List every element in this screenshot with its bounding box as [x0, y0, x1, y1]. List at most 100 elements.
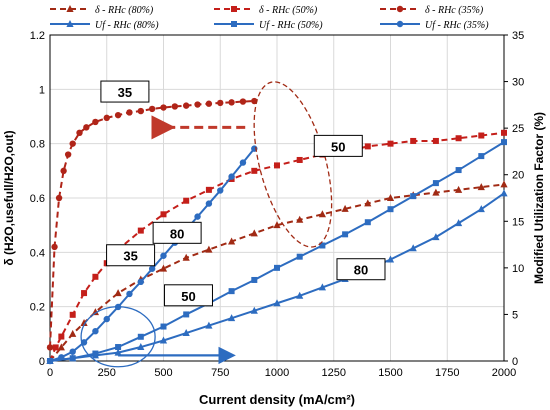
plot-frame [49, 34, 505, 362]
data-point [205, 186, 212, 193]
data-point [228, 99, 235, 106]
data-point [76, 129, 83, 136]
data-point [137, 107, 144, 115]
annotation-box-3: 35 [106, 244, 156, 267]
data-point [126, 290, 133, 298]
data-point [500, 180, 508, 188]
annotation-box-frame [163, 284, 213, 307]
legend-swatch-marker [66, 5, 74, 12]
y-left-tick-label: 0.4 [30, 247, 45, 259]
data-point [251, 167, 258, 174]
data-point [319, 242, 326, 249]
y-right-tick-label: 30 [512, 77, 524, 89]
data-point [455, 219, 463, 227]
data-point [432, 137, 439, 144]
x-axis-title: Current density (mA/cm²) [199, 392, 355, 407]
y-left-tick-label: 0.2 [30, 302, 45, 314]
data-point [386, 194, 395, 201]
data-point [92, 273, 99, 280]
annotation-box-1: 50 [313, 134, 363, 157]
legend-swatch-marker [396, 5, 404, 13]
data-point [148, 105, 156, 113]
annotation-label: 35 [123, 249, 137, 264]
axes: 00.20.40.60.811.20 250 500 750 1000 1250 1500 1… [30, 30, 525, 379]
data-point [501, 139, 507, 146]
y-axis-left-title: δ (H2O,usefull/H2O,out) [2, 130, 16, 265]
data-point [58, 354, 65, 361]
data-point [296, 291, 304, 299]
data-point [160, 104, 167, 111]
y-left-tick-label: 1 [39, 84, 45, 96]
data-point [114, 289, 122, 297]
x-tick-label: 750 [211, 367, 229, 379]
data-point [137, 227, 144, 234]
x-tick-label: 1250 [322, 367, 346, 379]
data-point [92, 118, 99, 126]
y-left-tick-label: 1.2 [30, 30, 45, 42]
data-point [478, 153, 485, 160]
data-point [205, 100, 213, 107]
data-point [159, 264, 168, 272]
data-point [160, 323, 167, 330]
legend-item-3: Uf - RHc (80%) [50, 20, 159, 31]
y-left-tick-label: 0.6 [30, 193, 45, 205]
annotation-box-frame [336, 258, 386, 281]
data-point [92, 327, 99, 335]
data-point [228, 237, 236, 245]
x-tick-label: 1000 [265, 367, 289, 379]
data-point [160, 211, 167, 218]
data-point [183, 311, 190, 318]
data-point [51, 243, 58, 251]
y-left-tick-label: 0.8 [30, 139, 45, 151]
data-point [60, 167, 67, 175]
data-point [92, 350, 99, 357]
y-right-tick-label: 10 [512, 263, 524, 275]
legend-label: δ - RHc (50%) [259, 5, 318, 16]
data-point [137, 333, 144, 340]
y-right-tick-label: 15 [512, 216, 524, 228]
y-right-tick-label: 20 [512, 170, 524, 182]
data-point [182, 253, 190, 261]
data-point [250, 306, 258, 314]
x-tick-label: 1750 [435, 367, 459, 379]
data-point [364, 219, 371, 226]
data-point [455, 167, 462, 174]
legend-item-4: Uf - RHc (50%) [214, 20, 323, 31]
data-point [387, 140, 394, 147]
data-point [205, 321, 213, 329]
data-point [410, 193, 417, 200]
data-point [250, 229, 258, 237]
data-point [455, 135, 462, 142]
data-point [228, 173, 235, 180]
annotation-box-5: 80 [336, 258, 386, 281]
series-2 [46, 97, 258, 351]
data-point [500, 189, 508, 197]
legend-label: Uf - RHc (80%) [95, 20, 159, 31]
data-point [455, 185, 463, 193]
data-point [228, 314, 236, 322]
legend-swatch-marker [231, 21, 237, 27]
data-point [432, 180, 439, 187]
legend-label: Uf - RHc (35%) [425, 20, 489, 31]
data-point [194, 213, 201, 220]
data-point [387, 206, 394, 213]
data-point [296, 253, 303, 260]
y-right-tick-label: 5 [512, 309, 518, 321]
data-point [58, 333, 65, 340]
y-right-tick-label: 0 [512, 356, 518, 368]
data-point [171, 103, 179, 110]
data-point [126, 109, 133, 116]
data-point [64, 151, 72, 158]
y-axis-right-title: Modified Utilization Factor (%) [532, 112, 546, 284]
annotation-label: 80 [170, 226, 184, 241]
data-point [183, 102, 190, 109]
data-point [46, 357, 54, 365]
data-point [477, 183, 485, 191]
data-point [57, 343, 65, 351]
data-point [296, 156, 303, 163]
data-point [52, 344, 59, 351]
data-point [83, 124, 90, 131]
annotation-label: 80 [354, 263, 368, 278]
data-point [137, 343, 145, 351]
